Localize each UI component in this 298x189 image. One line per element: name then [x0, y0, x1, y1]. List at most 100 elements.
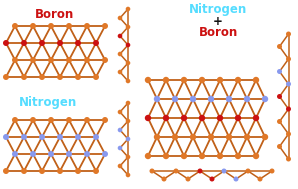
Circle shape: [126, 173, 130, 177]
Circle shape: [66, 57, 72, 63]
Circle shape: [126, 25, 130, 29]
Circle shape: [235, 153, 241, 159]
Circle shape: [21, 40, 27, 46]
Text: Nitrogen: Nitrogen: [189, 3, 247, 16]
Circle shape: [217, 153, 223, 159]
Circle shape: [145, 153, 151, 159]
Circle shape: [66, 151, 72, 157]
Circle shape: [126, 101, 130, 105]
Circle shape: [277, 69, 282, 74]
Circle shape: [253, 153, 259, 159]
Circle shape: [172, 134, 178, 140]
Circle shape: [145, 115, 151, 121]
Circle shape: [84, 23, 90, 29]
Circle shape: [217, 115, 223, 121]
Circle shape: [93, 134, 99, 140]
Circle shape: [102, 57, 108, 63]
Circle shape: [21, 134, 27, 140]
Circle shape: [269, 169, 274, 174]
Circle shape: [208, 134, 214, 140]
Circle shape: [199, 153, 205, 159]
Circle shape: [102, 23, 108, 29]
Circle shape: [102, 117, 108, 123]
Circle shape: [66, 117, 72, 123]
Circle shape: [262, 134, 268, 140]
Circle shape: [221, 169, 226, 174]
Circle shape: [154, 134, 160, 140]
Circle shape: [173, 169, 179, 174]
Circle shape: [253, 77, 259, 83]
Circle shape: [21, 168, 27, 174]
Circle shape: [102, 151, 108, 157]
Circle shape: [226, 96, 232, 102]
Circle shape: [3, 168, 9, 174]
Circle shape: [75, 40, 81, 46]
Circle shape: [286, 132, 291, 136]
Circle shape: [226, 134, 232, 140]
Circle shape: [234, 177, 238, 181]
Circle shape: [286, 81, 291, 87]
Circle shape: [93, 74, 99, 80]
Circle shape: [3, 74, 9, 80]
Circle shape: [66, 23, 72, 29]
Circle shape: [257, 177, 263, 181]
Circle shape: [172, 96, 178, 102]
Circle shape: [185, 177, 190, 181]
Circle shape: [126, 119, 130, 123]
Text: Nitrogen: Nitrogen: [19, 96, 77, 109]
Circle shape: [84, 57, 90, 63]
Circle shape: [145, 77, 151, 83]
Circle shape: [126, 43, 130, 47]
Circle shape: [118, 110, 122, 114]
Circle shape: [199, 115, 205, 121]
Circle shape: [190, 134, 196, 140]
Circle shape: [208, 96, 214, 102]
Circle shape: [39, 168, 45, 174]
Circle shape: [190, 96, 196, 102]
Circle shape: [126, 155, 130, 159]
Circle shape: [12, 23, 18, 29]
Circle shape: [3, 134, 9, 140]
Circle shape: [30, 117, 36, 123]
Circle shape: [118, 128, 122, 132]
Text: +: +: [213, 15, 223, 28]
Circle shape: [181, 115, 187, 121]
Circle shape: [246, 169, 251, 174]
Circle shape: [30, 151, 36, 157]
Circle shape: [12, 151, 18, 157]
Circle shape: [126, 137, 130, 141]
Circle shape: [262, 96, 268, 102]
Circle shape: [93, 168, 99, 174]
Circle shape: [39, 134, 45, 140]
Circle shape: [48, 151, 54, 157]
Circle shape: [75, 74, 81, 80]
Circle shape: [286, 57, 291, 61]
Circle shape: [118, 52, 122, 56]
Circle shape: [277, 119, 282, 124]
Circle shape: [277, 144, 282, 149]
Circle shape: [286, 106, 291, 112]
Circle shape: [93, 40, 99, 46]
Circle shape: [154, 96, 160, 102]
Circle shape: [277, 44, 282, 49]
Circle shape: [253, 115, 259, 121]
Circle shape: [57, 134, 63, 140]
Circle shape: [21, 74, 27, 80]
Circle shape: [118, 34, 122, 38]
Circle shape: [277, 94, 282, 99]
Circle shape: [75, 168, 81, 174]
Circle shape: [163, 153, 169, 159]
Circle shape: [39, 74, 45, 80]
Circle shape: [48, 23, 54, 29]
Circle shape: [163, 77, 169, 83]
Circle shape: [39, 40, 45, 46]
Circle shape: [12, 57, 18, 63]
Circle shape: [57, 74, 63, 80]
Circle shape: [244, 134, 250, 140]
Circle shape: [181, 77, 187, 83]
Circle shape: [118, 70, 122, 74]
Circle shape: [75, 134, 81, 140]
Circle shape: [48, 57, 54, 63]
Circle shape: [57, 168, 63, 174]
Circle shape: [126, 61, 130, 65]
